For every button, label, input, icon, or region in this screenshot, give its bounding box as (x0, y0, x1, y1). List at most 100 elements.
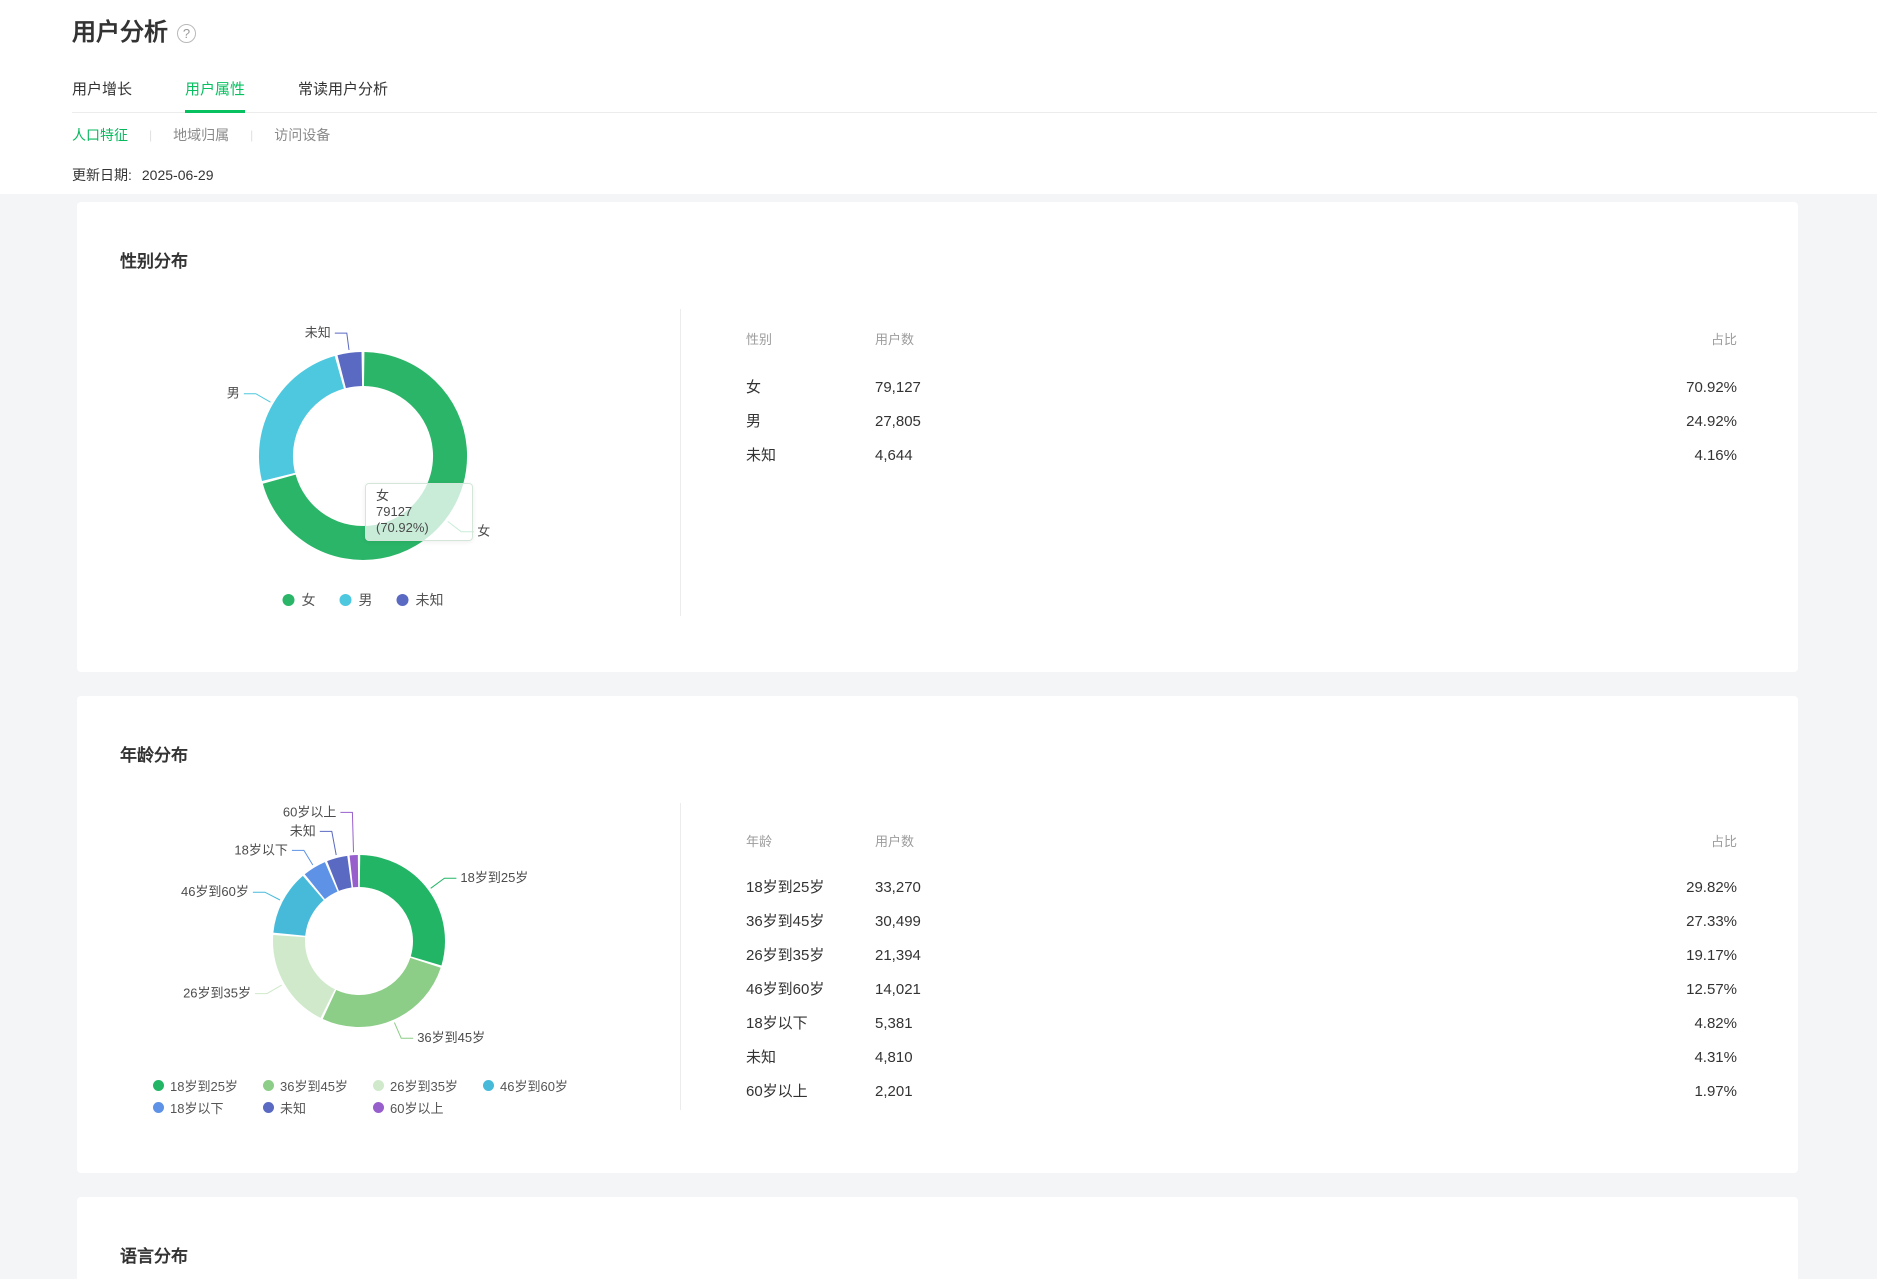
row-pct: 4.82% (1694, 1015, 1737, 1032)
row-users: 4,810 (875, 1049, 913, 1066)
legend-item-unknown[interactable]: 未知 (396, 590, 444, 610)
content-area: 性别分布 女未知男 女 79127 (70.92%) 女 男 未知 (0, 194, 1877, 1279)
row-users: 79,127 (875, 379, 921, 396)
svg-text:18岁到25岁: 18岁到25岁 (460, 870, 528, 885)
legend-label: 18岁以下 (170, 1101, 224, 1116)
svg-text:36岁到45岁: 36岁到45岁 (417, 1030, 485, 1045)
col-header-pct: 占比 (1710, 834, 1737, 849)
legend-dot (373, 1102, 384, 1113)
subtab-region[interactable]: 地域归属 (173, 127, 230, 143)
help-icon[interactable]: ? (177, 23, 196, 43)
row-label: 18岁到25岁 (746, 879, 825, 896)
row-label: 36岁到45岁 (746, 913, 825, 930)
legend-dot (373, 1080, 384, 1091)
gender-distribution-card: 性别分布 女未知男 女 79127 (70.92%) 女 男 未知 (77, 202, 1798, 672)
legend-label: 未知 (415, 592, 444, 608)
row-label: 未知 (746, 1049, 777, 1066)
legend-label: 未知 (280, 1101, 307, 1116)
legend-item-under-18[interactable]: 18岁以下 (153, 1098, 263, 1117)
row-pct: 24.92% (1686, 413, 1737, 430)
table-row: 男 27,805 24.92% (746, 414, 1737, 430)
row-users: 27,805 (875, 413, 921, 430)
subtab-separator: | (149, 128, 153, 142)
row-pct: 27.33% (1686, 913, 1737, 930)
svg-text:女: 女 (477, 524, 490, 539)
legend-label: 18岁到25岁 (170, 1079, 238, 1094)
divider (680, 803, 681, 1110)
subtab-demographics[interactable]: 人口特征 (72, 127, 128, 143)
table-row: 26岁到35岁 21,394 19.17% (746, 948, 1737, 964)
table-row: 18岁到25岁 33,270 29.82% (746, 880, 1737, 896)
age-table-header: 年龄 用户数 占比 (746, 834, 1737, 850)
row-users: 21,394 (875, 947, 921, 964)
legend-dot (263, 1102, 274, 1113)
row-pct: 4.16% (1694, 447, 1737, 464)
tab-regular-readers[interactable]: 常读用户分析 (298, 81, 389, 98)
svg-text:男: 男 (227, 386, 240, 401)
row-users: 5,381 (875, 1015, 913, 1032)
age-card-title: 年龄分布 (120, 746, 188, 765)
tooltip-category: 女 (376, 488, 390, 503)
age-distribution-card: 年龄分布 18岁到25岁 36岁到45岁 60岁以上 未知 18岁以下 46岁到60岁 26… (77, 696, 1798, 1173)
legend-dot (263, 1080, 274, 1091)
row-pct: 4.31% (1694, 1049, 1737, 1066)
legend-dot-male (339, 594, 352, 606)
svg-text:未知: 未知 (290, 823, 316, 838)
table-row: 未知 4,810 4.31% (746, 1050, 1737, 1066)
page-title: 用户分析 (72, 19, 168, 46)
update-date-row: 更新日期: 2025-06-29 (72, 165, 1877, 183)
svg-text:18岁以下: 18岁以下 (234, 842, 287, 857)
svg-text:46岁到60岁: 46岁到60岁 (181, 884, 249, 899)
legend-item-over-60[interactable]: 60岁以上 (373, 1098, 483, 1117)
age-table: 年龄 用户数 占比 18岁到25岁 33,270 29.82% 36岁到45岁 … (681, 696, 1798, 1100)
legend-label: 26岁到35岁 (390, 1079, 458, 1094)
row-users: 4,644 (875, 447, 913, 464)
row-label: 女 (746, 379, 762, 396)
table-row: 未知 4,644 4.16% (746, 448, 1737, 464)
tab-user-growth[interactable]: 用户增长 (72, 81, 133, 98)
row-pct: 29.82% (1686, 879, 1737, 896)
row-pct: 70.92% (1686, 379, 1737, 396)
svg-text:26岁到35岁: 26岁到35岁 (183, 986, 251, 1001)
legend-item-18-25[interactable]: 18岁到25岁 (153, 1076, 263, 1095)
table-row: 46岁到60岁 14,021 12.57% (746, 982, 1737, 998)
divider (680, 309, 681, 616)
legend-dot (153, 1102, 164, 1113)
table-row: 36岁到45岁 30,499 27.33% (746, 914, 1737, 930)
page-header: 用户分析 ? 用户增长 用户属性 常读用户分析 人口特征 | 地域归属 | 访问… (0, 0, 1877, 183)
language-card-title: 语言分布 (120, 1247, 188, 1266)
tab-user-attributes[interactable]: 用户属性 (185, 78, 246, 113)
col-header-users: 用户数 (875, 332, 915, 347)
gender-table-header: 性别 用户数 占比 (746, 332, 1737, 348)
row-label: 26岁到35岁 (746, 947, 825, 964)
col-header-gender: 性别 (746, 332, 773, 347)
legend-item-26-35[interactable]: 26岁到35岁 (373, 1076, 483, 1095)
tooltip-value: 79127 (70.92%) (376, 504, 429, 535)
row-label: 18岁以下 (746, 1015, 808, 1032)
table-row: 女 79,127 70.92% (746, 380, 1737, 396)
row-label: 46岁到60岁 (746, 981, 825, 998)
gender-chart-tooltip: 女 79127 (70.92%) (365, 483, 473, 541)
legend-label: 60岁以上 (390, 1101, 444, 1116)
legend-label: 女 (301, 592, 316, 608)
gender-card-title: 性别分布 (120, 252, 188, 271)
legend-item-46-60[interactable]: 46岁到60岁 (483, 1076, 593, 1095)
legend-dot (483, 1080, 494, 1091)
update-date-value: 2025-06-29 (141, 167, 214, 183)
row-label: 男 (746, 413, 762, 430)
legend-item-female[interactable]: 女 (282, 590, 316, 610)
main-tabs: 用户增长 用户属性 常读用户分析 (72, 78, 1877, 113)
row-users: 2,201 (875, 1083, 913, 1100)
legend-item-male[interactable]: 男 (339, 590, 373, 610)
subtab-devices[interactable]: 访问设备 (274, 127, 331, 143)
svg-text:未知: 未知 (305, 325, 331, 340)
col-header-pct: 占比 (1710, 332, 1737, 347)
legend-item-36-45[interactable]: 36岁到45岁 (263, 1076, 373, 1095)
row-pct: 19.17% (1686, 947, 1737, 964)
row-pct: 1.97% (1694, 1083, 1737, 1100)
col-header-age: 年龄 (746, 834, 773, 849)
legend-item-unknown[interactable]: 未知 (263, 1098, 373, 1117)
row-label: 未知 (746, 447, 777, 464)
